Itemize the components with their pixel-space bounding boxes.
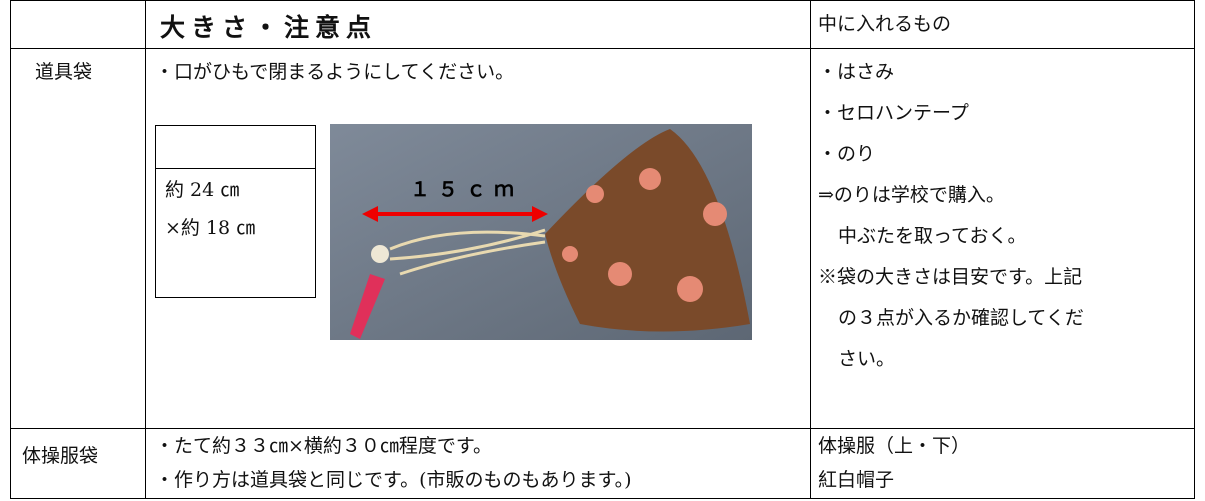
item: 中ぶたを取っておく。 — [838, 225, 1027, 247]
note: ・作り方は道具袋と同じです。(市販のものもあります。) — [155, 469, 632, 491]
header-cell: 大きさ・注意点 — [160, 13, 378, 42]
row-label: 体操服袋 — [22, 445, 99, 467]
item: ・はさみ — [818, 61, 895, 83]
note: ・たて約３３㎝×横約３０㎝程度です。 — [155, 435, 493, 457]
item: 紅白帽子 — [818, 469, 895, 491]
photo-label: １５ｃｍ — [410, 177, 522, 201]
item: ⇒のりは学校で購入。 — [818, 184, 1005, 206]
item: ・のり — [818, 143, 876, 165]
box-text: ×約 18 ㎝ — [165, 217, 256, 239]
item: 体操服（上・下） — [818, 435, 971, 457]
header-cell: 中に入れるもの — [818, 13, 952, 35]
item: さい。 — [838, 348, 896, 370]
item: ※袋の大きさは目安です。上記 — [818, 266, 1083, 288]
item: ・セロハンテープ — [818, 102, 969, 124]
bag-photo: １５ｃｍ — [330, 124, 752, 340]
item: の３点が入るか確認してくだ — [838, 307, 1084, 329]
note: ・口がひもで閉まるようにしてください。 — [155, 61, 515, 83]
row-label: 道具袋 — [35, 61, 93, 83]
size-box — [155, 125, 316, 298]
box-text: 約 24 ㎝ — [165, 179, 240, 201]
